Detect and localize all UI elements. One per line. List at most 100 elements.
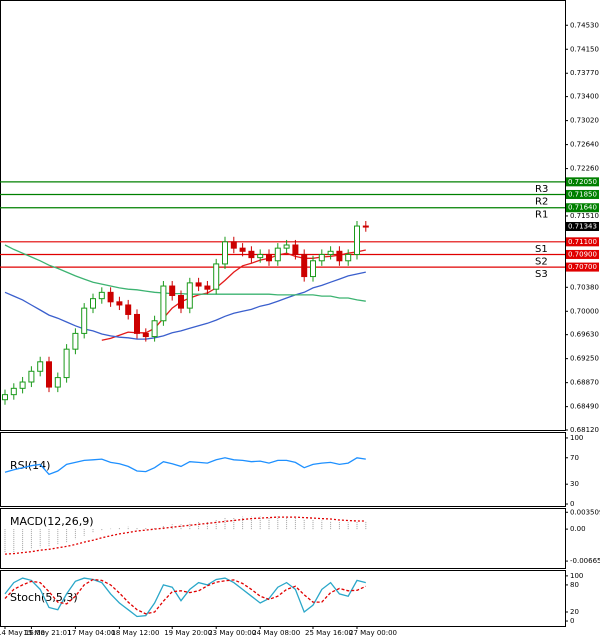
candle-body [160, 285, 167, 322]
level-value-box [566, 177, 599, 187]
candle-body [37, 361, 44, 372]
level-label: S3 [535, 269, 548, 280]
candle-body [46, 361, 52, 388]
level-label: R1 [535, 210, 548, 221]
candle-body [266, 253, 272, 262]
candle-body [230, 241, 237, 249]
candle-body [142, 332, 149, 338]
y-tick-label: 0.73020 [570, 117, 599, 125]
candle-body [222, 241, 228, 265]
candle-body [204, 285, 211, 290]
candle-body [125, 304, 132, 315]
candle-body [116, 301, 123, 306]
x-tick-label: 23 May 00:00 [208, 629, 256, 637]
panel-title: MACD(12,26,9) [10, 515, 94, 528]
level-value-box [566, 237, 599, 247]
y-tick-label: 0.68490 [570, 403, 599, 411]
y-tick-label: 0 [570, 617, 574, 625]
indicator-line [4, 577, 366, 618]
x-tick-label: 19 May 20:00 [164, 629, 212, 637]
y-tick-label: 0.70000 [570, 307, 599, 315]
candle-body [2, 394, 8, 401]
level-label: S1 [535, 244, 548, 255]
y-tick-label: 0.73770 [570, 69, 599, 77]
y-tick-label: 0.71510 [570, 212, 599, 220]
y-tick-label: 0 [570, 500, 574, 508]
x-tick-label: 14 May 16:00 [0, 629, 45, 637]
x-tick-label: 18 May 12:00 [111, 629, 159, 637]
y-tick-label: 0.74530 [570, 21, 599, 29]
level-value-box [566, 262, 599, 272]
y-tick-label: 0.74150 [570, 45, 599, 53]
signal-line [4, 516, 366, 555]
candle-body [81, 307, 88, 334]
candle-body [10, 387, 17, 396]
candle-body [19, 381, 26, 389]
y-tick-label: 80 [570, 581, 579, 589]
panel-frame [0, 570, 566, 627]
candle-body [257, 253, 264, 259]
candle-body [318, 253, 325, 262]
candle-body [336, 250, 343, 262]
x-tick-label: 15 May 21:01 [23, 629, 71, 637]
last-price-box [566, 221, 599, 231]
candle-body [248, 250, 255, 259]
candle-body [283, 244, 290, 249]
level-value-label: 0.70900 [568, 250, 597, 258]
candle-body [213, 263, 220, 290]
level-value-box [566, 189, 599, 199]
y-tick-label: 0.68120 [570, 426, 599, 434]
moving-average [4, 244, 366, 302]
candle-body [28, 370, 35, 383]
candle-body [151, 320, 158, 338]
candle-body [354, 225, 360, 255]
last-price-label: 0.71343 [568, 222, 597, 230]
candle-body [327, 250, 334, 255]
y-tick-label: 100 [570, 434, 583, 442]
candle-body [195, 282, 202, 287]
candle-body [186, 282, 193, 309]
level-value-label: 0.71100 [568, 238, 597, 246]
candle-body [63, 348, 70, 379]
candle-body [90, 298, 96, 309]
y-tick-label: 100 [570, 572, 583, 580]
y-tick-label: 0.72640 [570, 141, 599, 149]
y-tick-label: -0.006659 [570, 557, 600, 565]
candle-body [310, 260, 316, 278]
y-tick-label: 70 [570, 454, 579, 462]
moving-average [4, 271, 366, 340]
x-tick-label: 17 May 04:00 [67, 629, 115, 637]
candle-body [274, 247, 281, 262]
candle-body [178, 295, 184, 309]
panel-frame [0, 508, 566, 569]
x-tick-label: 24 May 08:00 [252, 629, 300, 637]
level-value-label: 0.70700 [568, 263, 597, 271]
candle-body [345, 253, 352, 262]
level-label: S2 [535, 256, 548, 267]
level-value-label: 0.71850 [568, 190, 597, 198]
candle-body [239, 247, 246, 252]
y-tick-label: 30 [570, 480, 579, 488]
y-tick-label: 0.73400 [570, 93, 599, 101]
y-tick-label: 0.70380 [570, 283, 599, 291]
candle-body [98, 291, 105, 300]
level-label: R3 [535, 184, 548, 195]
candle-body [301, 253, 308, 278]
level-value-box [566, 203, 599, 213]
panel-frame [0, 432, 566, 507]
candle-body [107, 291, 114, 303]
candle-body [54, 377, 61, 388]
y-tick-label: 20 [570, 608, 579, 616]
level-label: R2 [535, 196, 548, 207]
x-tick-label: 27 May 00:00 [349, 629, 397, 637]
signal-line [4, 578, 367, 615]
candle-body [134, 313, 140, 334]
x-tick-label: 25 May 16:00 [305, 629, 353, 637]
y-tick-label: 0.68870 [570, 379, 599, 387]
candle-body [292, 244, 299, 255]
level-value-label: 0.72050 [568, 178, 597, 186]
candle-body [169, 285, 176, 297]
y-tick-label: 0.003509 [570, 508, 600, 516]
